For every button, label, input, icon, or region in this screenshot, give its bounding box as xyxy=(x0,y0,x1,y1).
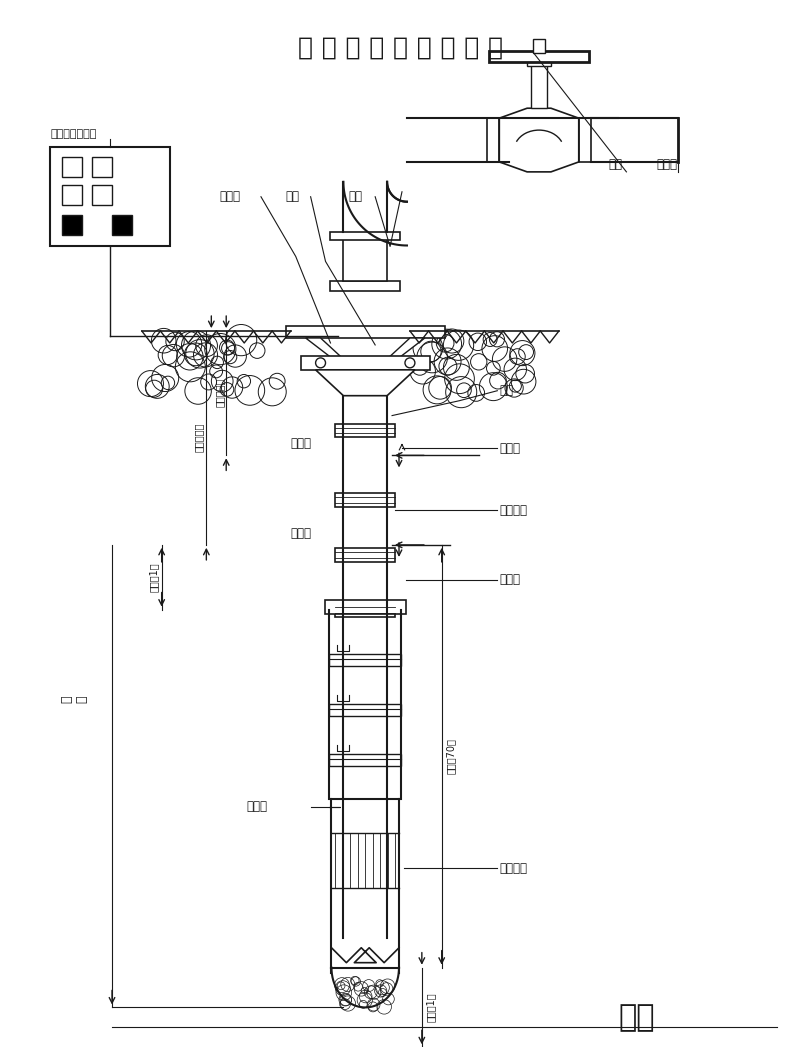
Bar xyxy=(335,494,395,507)
Bar xyxy=(335,423,395,438)
Text: 夹板: 夹板 xyxy=(286,190,300,204)
Polygon shape xyxy=(499,108,578,172)
Text: 动水位: 动水位 xyxy=(290,527,312,540)
Bar xyxy=(531,63,547,108)
Bar xyxy=(490,50,589,62)
Text: 井: 井 xyxy=(61,695,74,702)
Bar xyxy=(330,654,401,667)
Text: 短输水管: 短输水管 xyxy=(499,504,527,517)
Bar xyxy=(330,232,400,239)
Text: 井口盖: 井口盖 xyxy=(219,190,240,204)
Bar xyxy=(533,39,545,53)
Text: 不小于1米: 不小于1米 xyxy=(426,992,436,1023)
Bar xyxy=(301,356,430,370)
Bar xyxy=(330,281,400,291)
Text: 静水位: 静水位 xyxy=(290,438,312,450)
Text: 动水位深度: 动水位深度 xyxy=(194,423,203,453)
Bar xyxy=(112,214,132,234)
Bar xyxy=(92,185,112,205)
Bar xyxy=(343,236,387,281)
Bar xyxy=(578,119,590,162)
Bar xyxy=(527,59,551,66)
Bar xyxy=(487,119,499,162)
Bar xyxy=(50,147,170,247)
Bar xyxy=(62,156,82,176)
Text: 电缆: 电缆 xyxy=(499,384,514,397)
Text: 弯管: 弯管 xyxy=(348,190,362,204)
Text: 潜水电机: 潜水电机 xyxy=(499,862,527,875)
Text: 出水口: 出水口 xyxy=(656,159,678,171)
Bar xyxy=(286,327,445,338)
Text: 静水位深度: 静水位深度 xyxy=(214,378,224,407)
Text: 电 泵 安 装 使 用 示 意 图: 电 泵 安 装 使 用 示 意 图 xyxy=(298,36,502,60)
Bar xyxy=(330,705,401,716)
Text: 不大于70米: 不大于70米 xyxy=(446,738,456,774)
Bar xyxy=(62,185,82,205)
Text: 不小于1米: 不小于1米 xyxy=(149,562,158,591)
Text: 潜水管: 潜水管 xyxy=(499,573,520,586)
Text: 深: 深 xyxy=(76,695,89,702)
Text: 输水管: 输水管 xyxy=(499,442,520,455)
Bar xyxy=(62,214,82,234)
Bar xyxy=(335,603,395,616)
Bar xyxy=(335,548,395,562)
Bar xyxy=(325,600,406,613)
Text: 吸水口: 吸水口 xyxy=(246,800,267,813)
Bar xyxy=(92,156,112,176)
Text: 附图: 附图 xyxy=(618,1003,655,1032)
Polygon shape xyxy=(385,338,425,361)
Polygon shape xyxy=(315,370,415,396)
Text: 水泵控制保护器: 水泵控制保护器 xyxy=(50,129,97,139)
Text: 阀门: 阀门 xyxy=(609,159,622,171)
Bar xyxy=(330,754,401,765)
Polygon shape xyxy=(306,338,346,361)
